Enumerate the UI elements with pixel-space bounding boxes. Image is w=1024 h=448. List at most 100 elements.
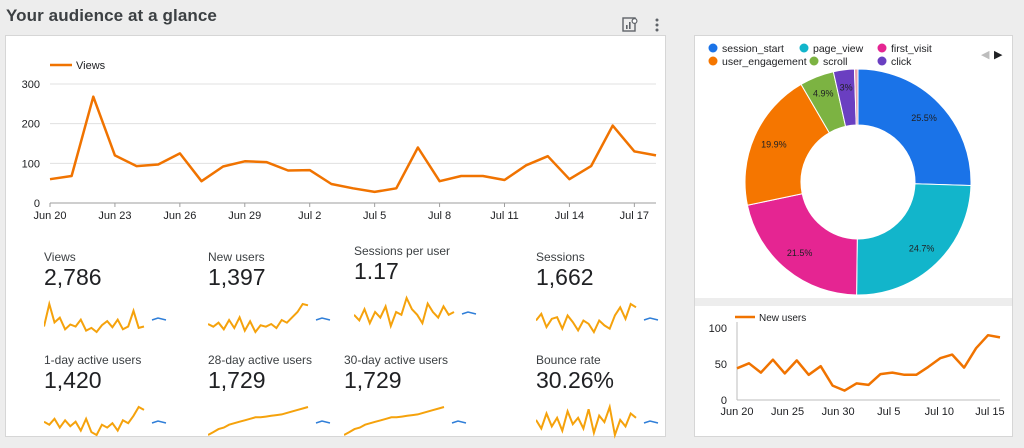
sparkline-path xyxy=(208,302,309,334)
views-xtick-label: Jun 23 xyxy=(98,210,131,222)
page-title: Your audience at a glance xyxy=(6,6,217,25)
scorecard-sparkline xyxy=(44,300,167,334)
scorecard-value: 1.17 xyxy=(354,258,399,284)
scorecard[interactable]: 28-day active users 1,729 xyxy=(208,353,358,448)
sparkline-compare xyxy=(315,317,331,321)
donut-slice[interactable] xyxy=(853,68,859,126)
legend-prev-icon[interactable]: ◀ xyxy=(981,49,990,61)
sparkline-path xyxy=(44,300,145,334)
donut-data-label: 3% xyxy=(840,83,853,93)
new-users-ytick-label: 100 xyxy=(709,323,727,335)
views-xtick-label: Jul 8 xyxy=(428,210,451,222)
scorecard-value: 1,397 xyxy=(208,264,266,290)
scorecard[interactable]: 30-day active users 1,729 xyxy=(344,353,494,448)
new-users-legend-label: New users xyxy=(759,313,806,324)
scorecard[interactable]: Views 2,786 xyxy=(44,250,194,345)
sparkline-path xyxy=(44,405,145,437)
scorecard[interactable]: New users 1,397 xyxy=(208,250,358,345)
views-xtick-label: Jul 14 xyxy=(555,210,584,222)
views-ytick-label: 0 xyxy=(34,198,40,210)
legend-swatch xyxy=(877,56,887,66)
scorecard-value: 1,420 xyxy=(44,367,102,393)
new-users-ytick-label: 50 xyxy=(715,359,727,371)
views-xtick-label: Jun 29 xyxy=(228,210,261,222)
views-ytick-label: 200 xyxy=(22,119,40,131)
scorecard-label: Views xyxy=(44,250,76,264)
legend-label: first_visit xyxy=(891,43,932,55)
sparkline-compare xyxy=(451,420,467,424)
scorecard-sparkline xyxy=(208,302,331,334)
sparkline-path xyxy=(536,302,637,335)
sparkline-path xyxy=(344,406,445,436)
right-panel: session_start page_view first_visit user_en… xyxy=(694,35,1013,437)
legend-swatch xyxy=(708,43,718,53)
scorecard[interactable]: Sessions 1,662 xyxy=(536,250,686,345)
sparkline-compare xyxy=(643,420,659,424)
scorecard-label: Sessions per user xyxy=(354,244,451,258)
scorecard-value: 1,729 xyxy=(208,367,266,393)
event-donut-chart: session_start page_view first_visit user_en… xyxy=(708,43,1003,296)
scorecard[interactable]: Bounce rate 30.26% xyxy=(536,353,686,448)
new-users-xtick-label: Jun 25 xyxy=(771,406,804,418)
new-users-xtick-label: Jun 20 xyxy=(720,406,753,418)
donut-data-label: 19.9% xyxy=(761,140,787,150)
legend-label: click xyxy=(891,56,912,68)
views-series-line xyxy=(49,95,657,194)
donut-slice[interactable] xyxy=(746,193,858,296)
legend-next-icon[interactable]: ▶ xyxy=(994,49,1003,61)
new-users-xtick-label: Jul 15 xyxy=(975,406,1004,418)
legend-swatch xyxy=(877,43,887,53)
scorecard-value: 30.26% xyxy=(536,367,615,393)
scorecard-value: 2,786 xyxy=(44,264,102,290)
sparkline-path xyxy=(536,403,637,439)
legend-swatch xyxy=(799,43,809,53)
donut-data-label: 25.5% xyxy=(911,113,937,123)
legend-label: session_start xyxy=(722,43,784,55)
views-line-chart: Views 0 100 200 300 Jun 20 Jun 23 Jun 26 Jun 2… xyxy=(22,60,657,222)
views-xtick-label: Jun 26 xyxy=(163,210,196,222)
sparkline-compare xyxy=(461,311,477,315)
scorecard-value: 1,662 xyxy=(536,264,594,290)
donut-data-label: 4.9% xyxy=(813,89,834,99)
donut-data-label: 21.5% xyxy=(787,248,813,258)
scorecard-label: 1-day active users xyxy=(44,353,142,367)
legend-label: user_engagement xyxy=(722,56,807,68)
scorecard-sparkline xyxy=(536,403,659,439)
views-xtick-label: Jul 2 xyxy=(298,210,321,222)
new-users-ytick-label: 0 xyxy=(721,395,727,407)
sparkline-compare xyxy=(151,317,167,321)
sparkline-compare xyxy=(643,317,659,321)
scorecard-label: 30-day active users xyxy=(344,353,449,367)
views-ytick-label: 300 xyxy=(22,79,40,91)
views-xtick-label: Jul 11 xyxy=(490,210,519,222)
scorecard-sparkline xyxy=(536,302,659,335)
left-panel: Views 0 100 200 300 Jun 20 Jun 23 Jun 26 Jun 2… xyxy=(5,35,666,439)
views-ytick-label: 100 xyxy=(22,158,40,170)
views-xtick-label: Jun 20 xyxy=(33,210,66,222)
donut-slice[interactable] xyxy=(857,68,972,187)
sparkline-path xyxy=(354,295,455,330)
scorecard-label: Bounce rate xyxy=(536,353,601,367)
scorecard-label: New users xyxy=(208,250,265,264)
scorecard-sparkline xyxy=(354,295,477,330)
views-legend-label: Views xyxy=(76,60,106,72)
scorecard-sparkline xyxy=(208,406,331,436)
scorecard-label: Sessions xyxy=(536,250,585,264)
legend-swatch xyxy=(809,56,819,66)
sparkline-compare xyxy=(315,420,331,424)
scorecard[interactable]: 1-day active users 1,420 xyxy=(44,353,194,448)
scorecard-sparkline xyxy=(344,406,467,436)
donut-data-label: 24.7% xyxy=(909,243,935,253)
donut-slice[interactable] xyxy=(856,183,972,296)
scorecard[interactable]: Sessions per user 1.17 xyxy=(354,244,504,339)
more-vert-icon[interactable] xyxy=(648,16,666,34)
new-users-line-chart: New users 0 50 100 Jun 20 Jun 25 Jun 30 Jul 5… xyxy=(709,313,1005,418)
views-xtick-label: Jul 17 xyxy=(620,210,649,222)
chart-settings-icon[interactable] xyxy=(621,16,639,34)
scorecard-sparkline xyxy=(44,405,167,437)
legend-swatch xyxy=(708,56,718,66)
scorecard-value: 1,729 xyxy=(344,367,402,393)
legend-label: scroll xyxy=(823,56,848,68)
sparkline-path xyxy=(208,406,309,436)
new-users-xtick-label: Jul 5 xyxy=(877,406,900,418)
